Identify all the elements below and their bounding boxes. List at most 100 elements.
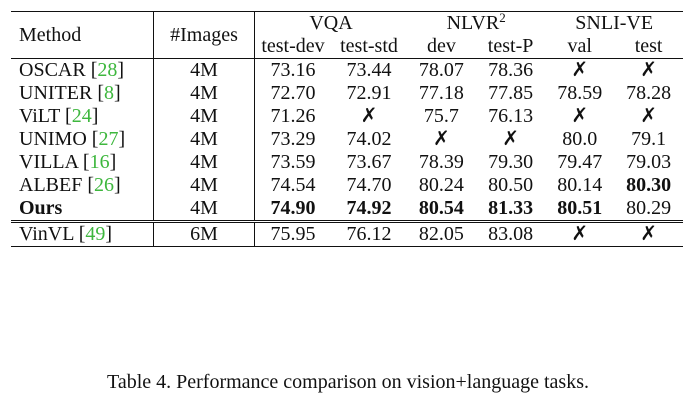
score-cell: ✗: [545, 220, 615, 247]
table-row: OSCAR [28] 4M 73.16 73.44 78.07 78.36 ✗ ✗: [11, 58, 683, 82]
method-name: ViLT: [19, 105, 61, 127]
table-caption: Table 4. Performance comparison on visio…: [107, 371, 589, 393]
score-cell: ✗: [640, 59, 657, 81]
method-name: Ours: [19, 197, 63, 219]
group-header-snli-ve: SNLI-VE: [545, 11, 683, 35]
score-cell: 80.54: [418, 197, 464, 219]
score-cell: 78.59: [557, 82, 603, 104]
citation-link[interactable]: 24: [71, 105, 92, 127]
score-cell: 81.33: [488, 197, 534, 219]
nlvr-superscript: 2: [499, 10, 506, 25]
citation-link[interactable]: 27: [98, 128, 119, 150]
score-cell: 79.03: [626, 151, 672, 173]
score-cell: 74.70: [346, 174, 392, 196]
subheader-nlvr-dev: dev: [407, 35, 476, 59]
subheader-nlvr-test-p: test-P: [475, 35, 546, 59]
method-name-cell: ViLT [24]: [19, 105, 99, 127]
subheader-vqa-test-std: test-std: [331, 35, 407, 59]
score-cell: 73.67: [346, 151, 392, 173]
method-name: OSCAR: [19, 59, 86, 81]
table-row: UNITER [8] 4M 72.70 72.91 77.18 77.85 78.59 78.…: [11, 82, 683, 105]
table-row: VILLA [16] 4M 73.59 73.67 78.39 79.30 79.47 79.…: [11, 151, 683, 174]
score-cell: ✗: [640, 105, 657, 127]
score-cell: ✗: [433, 128, 450, 150]
score-cell: ✗: [614, 220, 683, 247]
score-cell: 77.85: [488, 82, 534, 104]
images-cell: 4M: [153, 58, 255, 82]
results-table: Method #Images VQA NLVR2 SNLI-VE test-de…: [11, 11, 683, 247]
method-name-cell: VinVL [49]: [11, 220, 154, 247]
table-row: Ours 4M 74.90 74.92 80.54 81.33 80.51 80.29: [11, 197, 683, 222]
header-row-groups: Method #Images VQA NLVR2 SNLI-VE: [11, 10, 683, 59]
method-name: VinVL: [19, 223, 74, 245]
header-row-splits: test-dev test-std dev test-P val test: [11, 35, 683, 59]
images-cell: 4M: [153, 82, 255, 105]
score-cell: 75.95: [254, 220, 331, 247]
score-cell: 80.0: [562, 128, 598, 150]
score-cell: 74.02: [346, 128, 392, 150]
score-cell: ✗: [360, 105, 378, 127]
score-cell: 83.08: [475, 220, 546, 247]
score-cell: 73.59: [270, 151, 316, 173]
method-name-cell: Ours: [11, 197, 154, 222]
method-header: Method: [11, 11, 154, 59]
score-cell: 78.36: [488, 59, 534, 81]
subheader-snli-val: val: [545, 35, 615, 59]
method-name-cell: VILLA [16]: [19, 151, 117, 173]
images-cell: 4M: [153, 128, 255, 151]
score-cell: 80.29: [626, 197, 672, 219]
score-cell: 80.51: [557, 197, 603, 219]
subheader-vqa-test-dev: test-dev: [254, 35, 331, 59]
method-name-cell: ALBEF [26]: [19, 174, 121, 196]
table-row: UNIMO [27] 4M 73.29 74.02 ✗ ✗ 80.0 79.1: [11, 128, 683, 151]
images-cell: 4M: [153, 105, 255, 128]
score-cell: ✗: [571, 59, 589, 81]
group-header-nlvr: NLVR2: [407, 10, 546, 35]
table-row: ViLT [24] 4M 71.26 ✗ 75.7 76.13 ✗ ✗: [11, 105, 683, 128]
score-cell: 78.07: [418, 59, 464, 81]
score-cell: 77.18: [418, 82, 464, 104]
results-table-container: Method #Images VQA NLVR2 SNLI-VE test-de…: [11, 11, 683, 247]
score-cell: 76.12: [331, 220, 407, 247]
method-name: ALBEF: [19, 174, 83, 196]
citation-link[interactable]: 26: [94, 174, 115, 196]
score-cell: 73.29: [270, 128, 316, 150]
citation-link[interactable]: 16: [89, 151, 110, 173]
images-header: #Images: [153, 11, 255, 59]
subheader-snli-test: test: [614, 35, 683, 59]
score-cell: 73.16: [270, 59, 316, 81]
method-name-cell: OSCAR [28]: [19, 59, 125, 81]
score-cell: 79.30: [488, 151, 534, 173]
score-cell: 73.44: [346, 59, 392, 81]
table-row: ALBEF [26] 4M 74.54 74.70 80.24 80.50 80.14 80.…: [11, 174, 683, 197]
citation-link[interactable]: 49: [85, 223, 106, 245]
score-cell: ✗: [502, 128, 519, 150]
score-cell: 82.05: [407, 220, 476, 247]
score-cell: 75.7: [423, 105, 459, 127]
score-cell: 80.30: [626, 174, 672, 196]
images-cell: 4M: [153, 151, 255, 174]
score-cell: 72.91: [346, 82, 392, 104]
score-cell: 78.39: [418, 151, 464, 173]
method-name: UNIMO: [19, 128, 87, 150]
score-cell: 76.13: [488, 105, 534, 127]
images-cell: 4M: [153, 197, 255, 222]
group-header-vqa: VQA: [254, 11, 407, 35]
score-cell: 80.24: [418, 174, 464, 196]
score-cell: 74.92: [346, 197, 392, 219]
method-name-cell: UNIMO [27]: [19, 128, 126, 150]
method-name-cell: UNITER [8]: [19, 82, 121, 104]
score-cell: 80.14: [557, 174, 603, 196]
score-cell: ✗: [571, 105, 589, 127]
method-name: VILLA: [19, 151, 78, 173]
score-cell: 74.90: [270, 197, 316, 219]
score-cell: 80.50: [488, 174, 534, 196]
images-cell: 4M: [153, 174, 255, 197]
method-name: UNITER: [19, 82, 93, 104]
images-cell: 6M: [153, 220, 255, 247]
citation-link[interactable]: 8: [104, 82, 114, 104]
score-cell: 79.1: [631, 128, 667, 150]
score-cell: 79.47: [557, 151, 603, 173]
score-cell: 74.54: [270, 174, 316, 196]
citation-link[interactable]: 28: [97, 59, 118, 81]
